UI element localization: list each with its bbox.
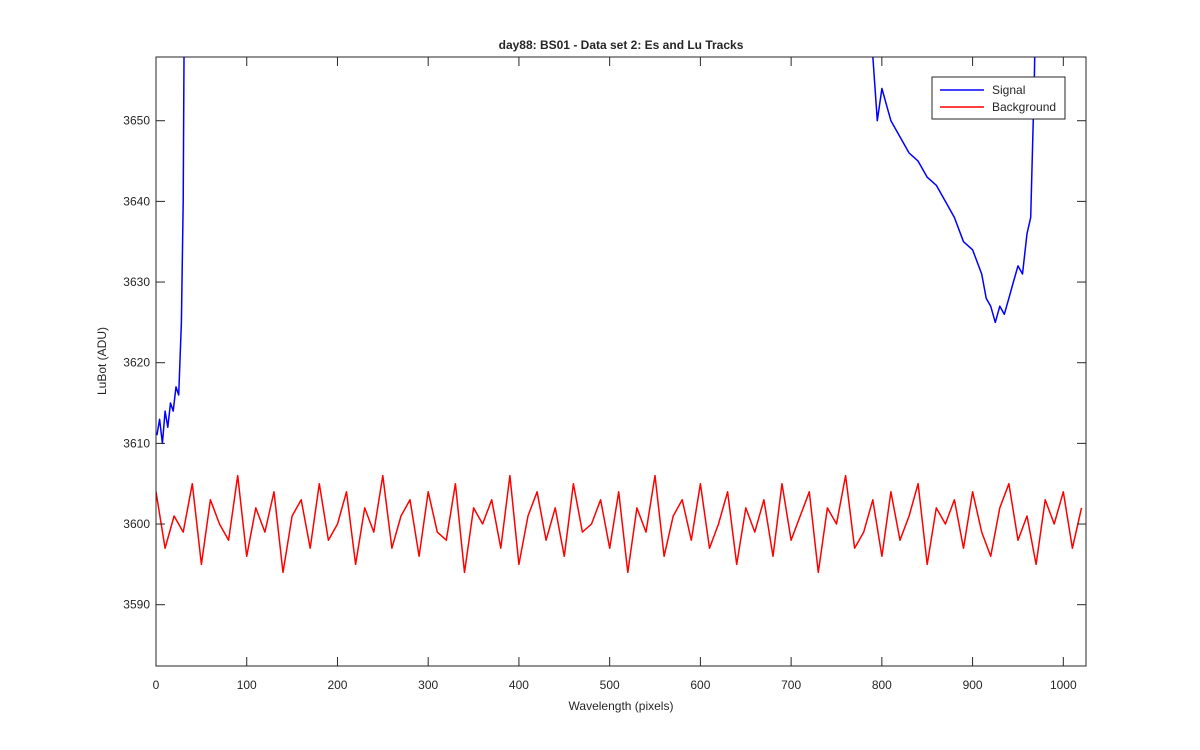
y-tick-label: 3590 (123, 598, 150, 612)
x-tick-label: 0 (153, 678, 160, 692)
x-tick-label: 700 (781, 678, 801, 692)
y-tick-label: 3600 (123, 517, 150, 531)
data-line (156, 57, 1036, 445)
y-axis-label: LuBot (ADU) (95, 327, 109, 395)
chart-title: day88: BS01 - Data set 2: Es and Lu Trac… (499, 38, 744, 52)
x-tick-label: 600 (690, 678, 710, 692)
data-line (156, 474, 1083, 574)
plot-area (156, 57, 1083, 574)
x-tick-label: 100 (237, 678, 257, 692)
legend-box (931, 76, 1066, 120)
axes: 0 100 200 300 400 500 600 700 800 900 1000 3590 3600… (123, 56, 1087, 692)
axes-box (155, 56, 1087, 667)
y-tick-label: 3640 (123, 194, 150, 208)
y-tick-label: 3610 (123, 436, 150, 450)
x-tick-label: 900 (963, 678, 983, 692)
x-tick-label: 500 (600, 678, 620, 692)
legend-label: Background (992, 100, 1056, 114)
y-tick-label: 3630 (123, 275, 150, 289)
x-tick-label: 800 (872, 678, 892, 692)
x-tick-label: 400 (509, 678, 529, 692)
legend: Signal Background (931, 76, 1066, 120)
x-tick-label: 200 (327, 678, 347, 692)
y-tick-label: 3650 (123, 114, 150, 128)
x-tick-label: 300 (418, 678, 438, 692)
y-tick-label: 3620 (123, 356, 150, 370)
x-axis-label: Wavelength (pixels) (569, 699, 674, 713)
legend-label: Signal (992, 83, 1025, 97)
x-tick-label: 1000 (1050, 678, 1077, 692)
